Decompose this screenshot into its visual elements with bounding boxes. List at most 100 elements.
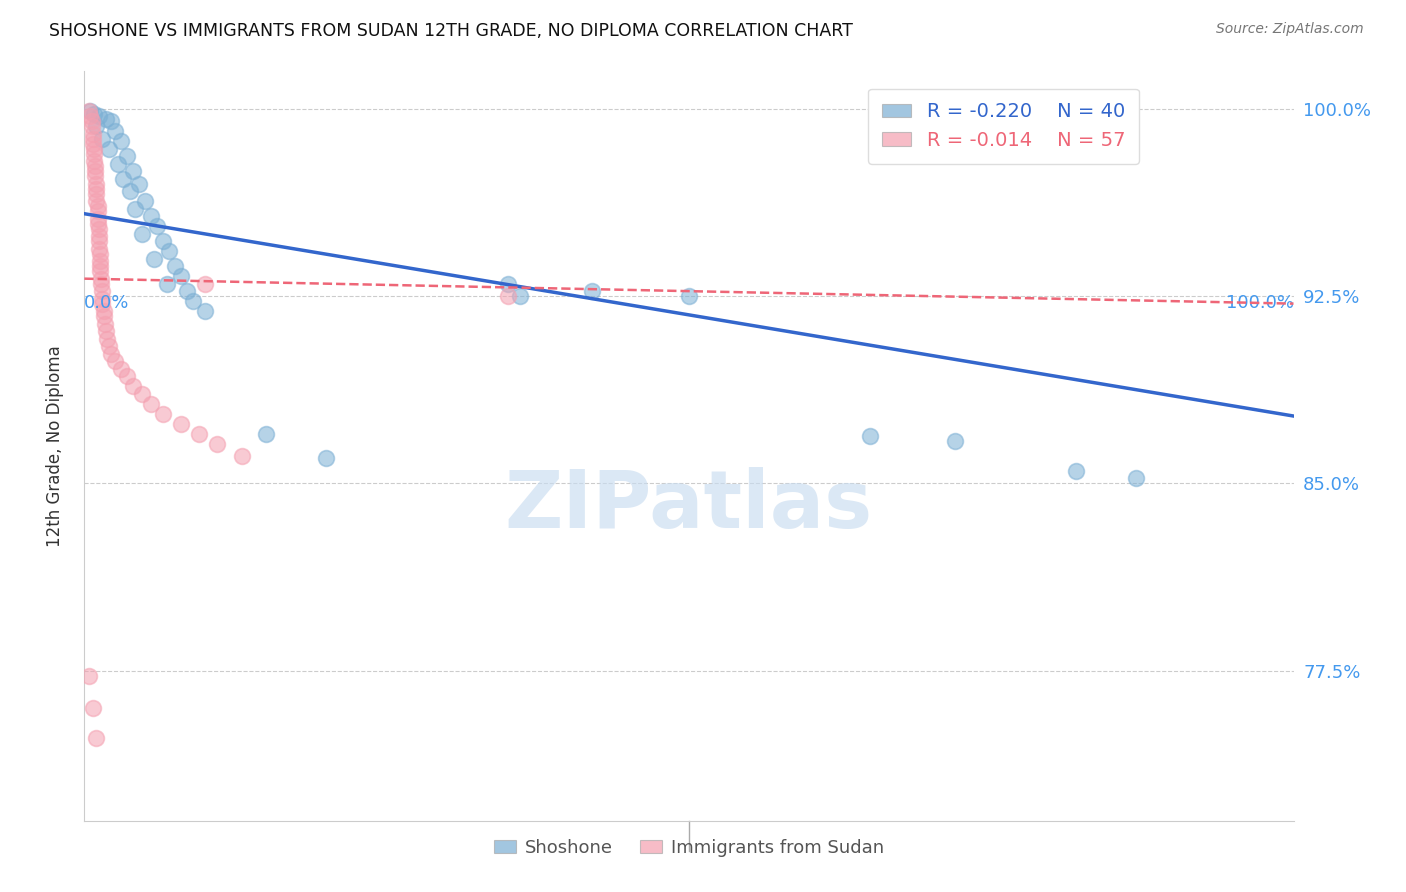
Point: [91, 132, 114, 146]
Point: [87, 229, 110, 244]
Legend: Shoshone, Immigrants from Sudan: Shoshone, Immigrants from Sudan: [486, 831, 891, 864]
Point: [110, 361, 132, 376]
Point: [121, 164, 143, 178]
Point: [89, 264, 111, 278]
Point: [1064, 464, 1087, 478]
Point: [120, 184, 142, 198]
Text: 100.0%: 100.0%: [1226, 293, 1294, 312]
Point: [84, 164, 107, 178]
Point: [194, 277, 217, 291]
Point: [107, 157, 129, 171]
Y-axis label: 12th Grade, No Diploma: 12th Grade, No Diploma: [45, 345, 63, 547]
Text: 0.0%: 0.0%: [84, 293, 129, 312]
Point: [134, 194, 156, 209]
Text: Source: ZipAtlas.com: Source: ZipAtlas.com: [1216, 22, 1364, 37]
Point: [100, 114, 122, 128]
Point: [207, 436, 229, 450]
Point: [83, 146, 105, 161]
Point: [86, 204, 108, 219]
Point: [89, 259, 111, 273]
Point: [86, 211, 108, 226]
Point: [77, 669, 100, 683]
Point: [89, 246, 111, 260]
Point: [859, 429, 882, 443]
Point: [496, 289, 519, 303]
Point: [87, 234, 110, 248]
Point: [678, 289, 700, 303]
Point: [231, 449, 253, 463]
Point: [86, 199, 108, 213]
Point: [94, 112, 117, 126]
Text: ZIPatlas: ZIPatlas: [505, 467, 873, 545]
Point: [100, 346, 122, 360]
Point: [194, 304, 217, 318]
Point: [91, 292, 114, 306]
Point: [91, 284, 114, 298]
Point: [112, 171, 135, 186]
Point: [83, 107, 105, 121]
Point: [80, 120, 103, 134]
Point: [146, 219, 169, 234]
Point: [82, 132, 104, 146]
Point: [83, 142, 105, 156]
Point: [121, 379, 143, 393]
Point: [84, 159, 107, 173]
Point: [90, 271, 112, 285]
Point: [86, 217, 108, 231]
Point: [86, 186, 108, 201]
Point: [181, 294, 204, 309]
Point: [124, 202, 146, 216]
Point: [87, 221, 110, 235]
Point: [1125, 471, 1147, 485]
Point: [79, 109, 101, 123]
Point: [110, 134, 132, 148]
Point: [80, 114, 103, 128]
Point: [97, 339, 120, 353]
Point: [84, 169, 107, 184]
Point: [131, 386, 153, 401]
Point: [77, 104, 100, 119]
Text: SHOSHONE VS IMMIGRANTS FROM SUDAN 12TH GRADE, NO DIPLOMA CORRELATION CHART: SHOSHONE VS IMMIGRANTS FROM SUDAN 12TH G…: [49, 22, 853, 40]
Point: [152, 407, 174, 421]
Point: [93, 304, 115, 318]
Point: [128, 177, 150, 191]
Point: [82, 136, 104, 151]
Point: [86, 182, 108, 196]
Point: [188, 426, 211, 441]
Point: [94, 317, 117, 331]
Point: [170, 417, 193, 431]
Point: [254, 426, 277, 441]
Point: [139, 209, 162, 223]
Point: [86, 731, 108, 746]
Point: [97, 142, 120, 156]
Point: [87, 242, 110, 256]
Point: [152, 234, 174, 248]
Point: [94, 324, 117, 338]
Point: [91, 296, 114, 310]
Point: [104, 124, 127, 138]
Point: [115, 369, 138, 384]
Point: [82, 701, 104, 715]
Point: [89, 254, 111, 268]
Point: [87, 109, 110, 123]
Point: [315, 451, 337, 466]
Point: [86, 177, 108, 191]
Point: [90, 277, 112, 291]
Point: [79, 104, 101, 119]
Point: [86, 120, 108, 134]
Point: [157, 244, 180, 259]
Point: [115, 149, 138, 163]
Point: [170, 269, 193, 284]
Point: [176, 284, 198, 298]
Point: [82, 127, 104, 141]
Point: [496, 277, 519, 291]
Point: [131, 227, 153, 241]
Point: [509, 289, 531, 303]
Point: [943, 434, 966, 448]
Point: [143, 252, 166, 266]
Point: [165, 259, 187, 273]
Point: [83, 154, 105, 169]
Point: [104, 354, 127, 368]
Point: [139, 396, 162, 410]
Point: [96, 332, 118, 346]
